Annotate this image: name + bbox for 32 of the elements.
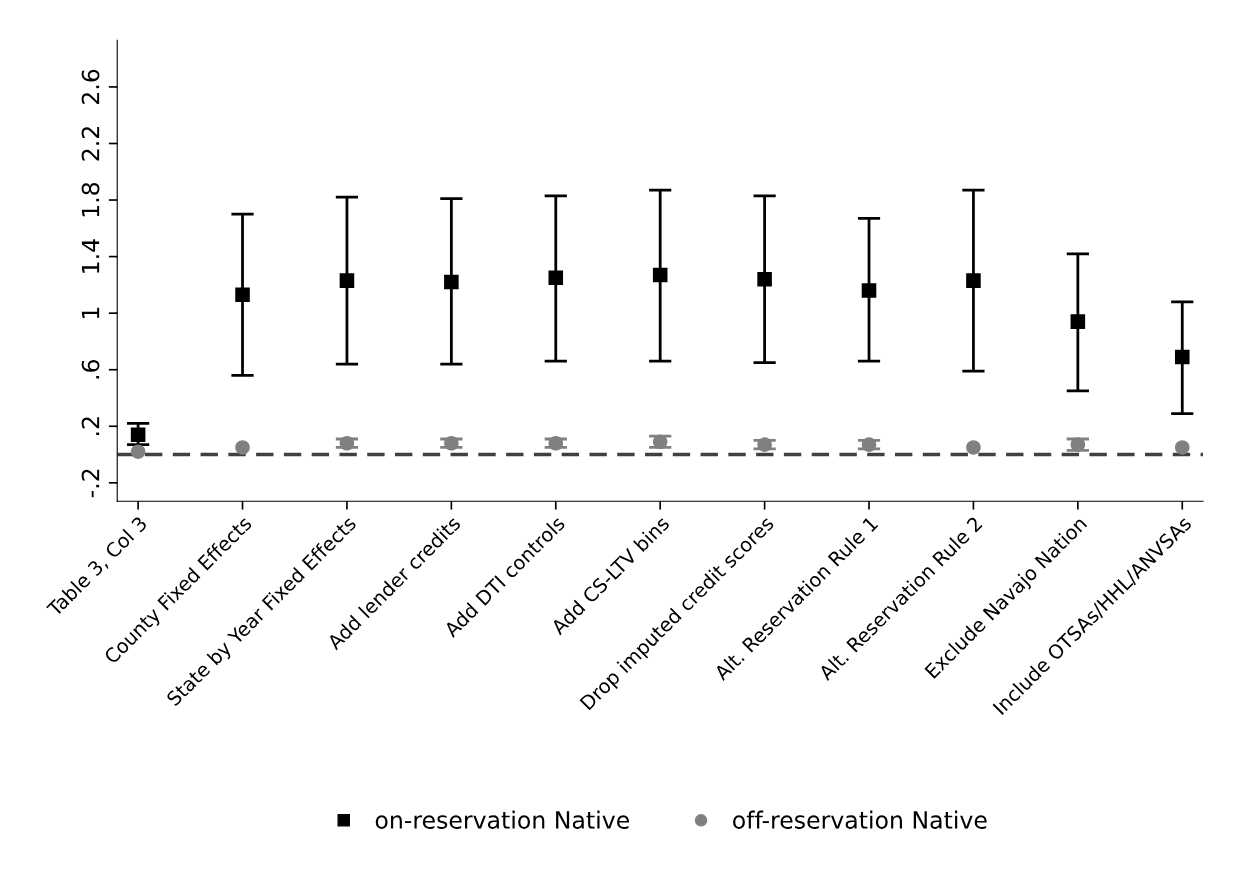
point: [130, 427, 146, 443]
point: [966, 440, 981, 455]
point: [1070, 314, 1086, 329]
point: [235, 440, 250, 455]
point: [548, 270, 564, 286]
y-tick-label: 1.8: [81, 182, 100, 217]
y-tick-label: 1.4: [81, 239, 100, 273]
point: [339, 273, 355, 288]
point: [444, 435, 459, 451]
point: [652, 267, 668, 283]
y-tick-label: .6: [81, 359, 100, 379]
legend-label: on-reservation Native: [375, 810, 629, 829]
y-tick-label: 2.2: [81, 127, 100, 161]
point: [1174, 440, 1190, 455]
point: [757, 271, 772, 287]
y-tick-label: -.2: [81, 469, 100, 498]
point: [548, 435, 564, 451]
legend-label: off-reservation Native: [733, 810, 987, 829]
point: [757, 437, 772, 452]
point: [1174, 349, 1190, 365]
point: [235, 287, 250, 303]
y-tick-label: 1: [81, 307, 100, 319]
point: [339, 435, 355, 451]
point: [444, 274, 459, 290]
y-tick-label: 2.6: [81, 69, 100, 104]
point: [1070, 437, 1086, 452]
y-tick-label: .2: [81, 417, 100, 435]
point: [652, 434, 668, 450]
point: [861, 283, 877, 298]
point: [861, 437, 877, 452]
point: [966, 273, 981, 288]
point: [130, 444, 146, 459]
